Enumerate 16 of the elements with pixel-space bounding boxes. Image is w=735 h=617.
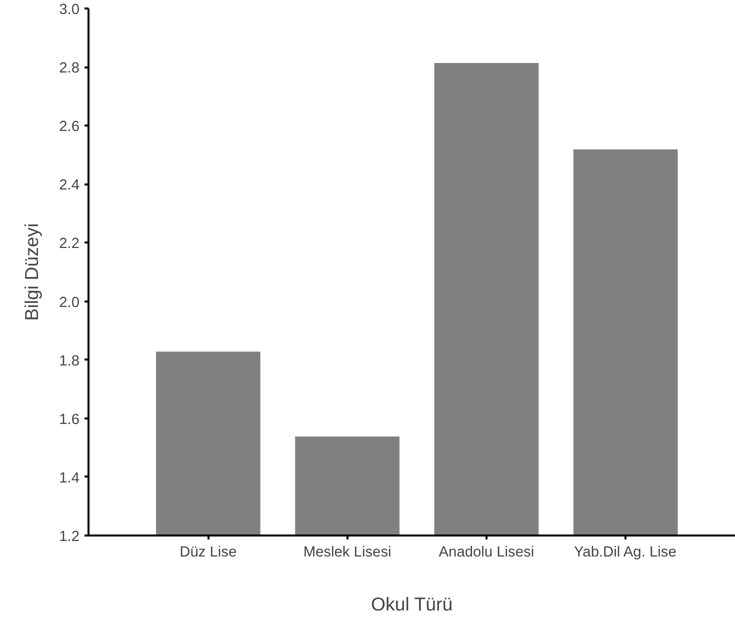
x-tick-label: Meslek Lisesi <box>303 544 392 560</box>
y-tick-label: 1.8 <box>59 353 80 370</box>
y-tick-label: 2.2 <box>59 236 80 252</box>
y-axis-title: Bilgi Düzeyi <box>21 223 42 321</box>
x-tick-label: Düz Lise <box>180 544 237 560</box>
y-tick-label: 1.6 <box>59 412 80 428</box>
y-tick-label: 1.4 <box>59 470 80 486</box>
y-tick-label: 2.6 <box>59 119 80 136</box>
y-tick-label: 2.8 <box>59 60 80 77</box>
y-tick-label: 2.4 <box>59 178 80 194</box>
x-tick-label: Anadolu Lisesi <box>438 544 534 560</box>
y-tick-label: 2.0 <box>59 294 80 311</box>
y-tick-label: 3.0 <box>59 2 80 18</box>
y-tick-label: 1.2 <box>59 529 80 545</box>
x-tick-label: Yab.Dil Ag. Lise <box>574 544 676 560</box>
x-axis-title: Okul Türü <box>371 594 453 614</box>
